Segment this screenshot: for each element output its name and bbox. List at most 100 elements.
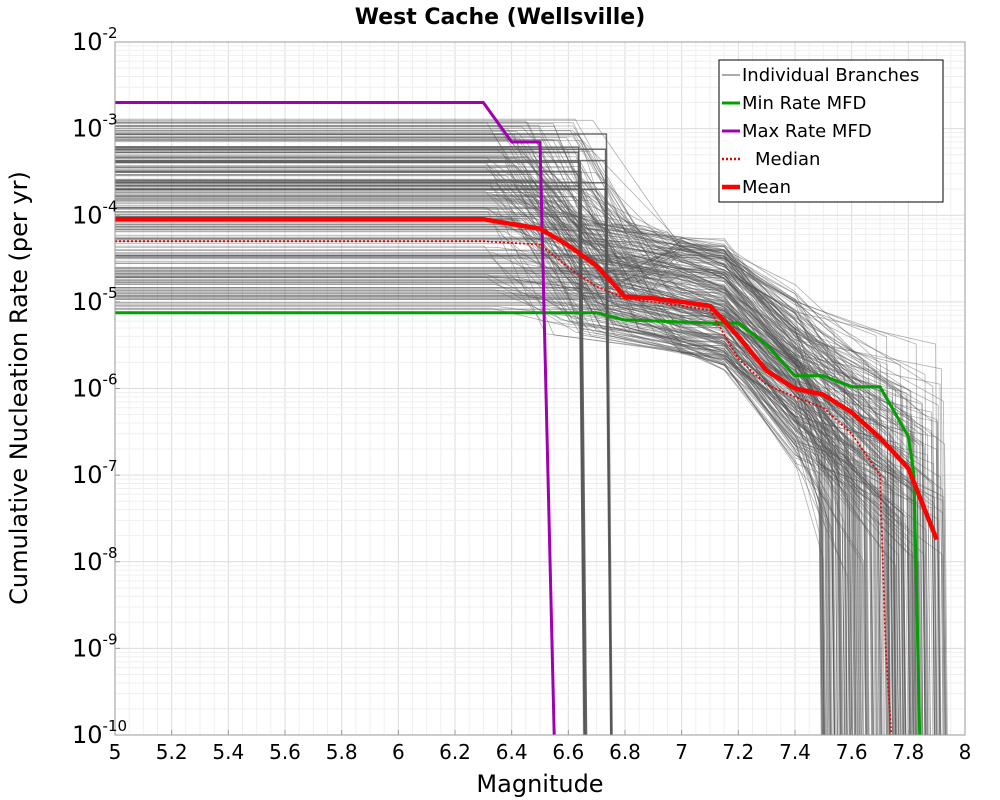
branch-line	[115, 252, 882, 736]
chart-title: West Cache (Wellsville)	[355, 5, 646, 30]
branch-line	[115, 224, 883, 736]
branch-line	[115, 270, 876, 736]
branch-line	[115, 254, 865, 736]
branch-line	[115, 293, 851, 736]
branch-line	[115, 167, 843, 736]
branch-line	[115, 239, 867, 736]
branch-line	[115, 140, 868, 736]
x-tick-label: 7	[675, 740, 688, 764]
legend-label: Max Rate MFD	[742, 121, 872, 142]
branch-line	[115, 216, 929, 736]
branch-line	[115, 165, 856, 736]
x-tick-label: 5.2	[156, 740, 188, 764]
x-tick-label: 7.6	[836, 740, 868, 764]
branch-line	[115, 165, 858, 736]
branch-line	[115, 257, 917, 736]
branch-line	[115, 213, 897, 736]
branch-line	[115, 198, 896, 736]
x-tick-label: 5.6	[269, 740, 301, 764]
branch-line	[115, 248, 825, 736]
branch-line	[115, 216, 907, 736]
branch-line	[115, 254, 856, 736]
branch-line	[115, 245, 835, 736]
branch-line	[115, 157, 825, 736]
branch-line	[115, 235, 883, 736]
branch-line	[115, 255, 890, 736]
branch-line	[115, 192, 906, 736]
branch-line	[115, 146, 586, 736]
branch-line	[115, 253, 880, 736]
y-tick-label: 10-6	[72, 371, 118, 403]
y-tick-label: 10-4	[72, 197, 118, 229]
branch-line	[115, 134, 826, 736]
branch-line	[115, 200, 827, 736]
branch-line	[115, 226, 830, 736]
branch-line	[115, 199, 940, 736]
branch-line	[115, 208, 928, 736]
branch-line	[115, 237, 822, 736]
branch-line	[115, 222, 838, 736]
branch-line	[115, 217, 855, 736]
branch-line	[115, 270, 888, 736]
x-tick-label: 6	[392, 740, 405, 764]
y-tick-label: 10-10	[72, 717, 127, 749]
branch-line	[115, 296, 875, 736]
x-axis-label: Magnitude	[476, 770, 603, 798]
branch-line	[115, 189, 947, 736]
branch-line	[115, 250, 935, 736]
branch-line	[115, 203, 850, 736]
branch-line	[115, 136, 904, 736]
legend-label: Median	[755, 149, 820, 170]
branch-line	[115, 202, 823, 736]
branch-line	[115, 187, 851, 736]
x-tick-label: 5	[109, 740, 122, 764]
branch-line	[115, 238, 927, 736]
series-line-min-rate-mfd	[115, 311, 922, 736]
branch-line	[115, 181, 916, 736]
branch-line	[115, 150, 928, 736]
branch-line	[115, 191, 872, 736]
branch-line	[115, 229, 897, 736]
branch-line	[115, 252, 891, 736]
branch-line	[115, 190, 858, 736]
branch-line	[115, 246, 862, 736]
branch-line	[115, 118, 893, 736]
branch-line	[115, 191, 869, 736]
branch-line	[115, 194, 873, 736]
branch-line	[115, 268, 861, 736]
y-axis-ticks: 10-2 10-3 10-4 10-5 10-6 10-7 10-8 10-9 10-10	[72, 24, 127, 749]
legend-box	[718, 59, 944, 203]
branch-line	[115, 148, 835, 736]
series-line-median	[115, 240, 893, 736]
series-line-mean	[115, 216, 939, 541]
branch-line	[115, 238, 918, 736]
branch-line	[115, 254, 847, 736]
branch-line	[115, 171, 869, 736]
branch-line	[115, 276, 837, 736]
branch-line	[115, 196, 833, 736]
branch-line	[115, 284, 917, 736]
legend-label: Min Rate MFD	[742, 93, 866, 114]
x-tick-label: 6.6	[552, 740, 584, 764]
branch-line	[115, 220, 846, 736]
branch-line	[115, 299, 941, 736]
branch-line	[115, 208, 828, 736]
y-axis-label: Cumulative Nucleation Rate (per yr)	[5, 171, 33, 605]
branch-line	[115, 227, 931, 736]
branch-line	[115, 157, 889, 736]
branch-line	[115, 261, 835, 736]
branch-line	[115, 160, 852, 736]
branch-line	[115, 273, 914, 736]
branch-line	[115, 212, 929, 736]
branch-line	[115, 169, 910, 736]
branch-line	[115, 148, 909, 736]
branch-line	[115, 196, 860, 736]
branch-line	[115, 130, 920, 736]
branch-line	[115, 207, 868, 736]
branch-line	[115, 154, 896, 736]
x-tick-label: 7.2	[722, 740, 754, 764]
branch-line	[115, 221, 927, 736]
branch-line	[115, 128, 945, 736]
x-tick-label: 7.4	[779, 740, 811, 764]
branch-line	[115, 281, 894, 736]
